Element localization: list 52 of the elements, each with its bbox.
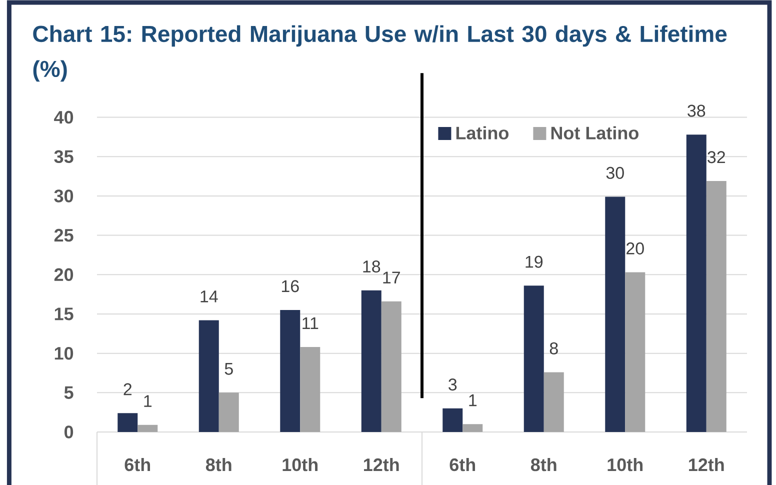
y-tick-label: 10 bbox=[54, 346, 74, 360]
bar bbox=[524, 286, 544, 432]
legend-label: Not Latino bbox=[551, 126, 638, 140]
y-tick-label: 25 bbox=[54, 228, 74, 242]
y-tick-label: 40 bbox=[54, 110, 74, 124]
bar bbox=[605, 196, 626, 432]
y-tick-label: 15 bbox=[54, 308, 74, 320]
data-label: 8 bbox=[550, 342, 558, 354]
bar bbox=[300, 347, 320, 432]
bar bbox=[218, 392, 239, 432]
bar bbox=[442, 408, 463, 432]
data-label: 1 bbox=[469, 394, 477, 406]
bar bbox=[686, 134, 706, 432]
x-tick-label: 6th bbox=[450, 458, 476, 472]
chart-title: Chart 15: Reported Marijuana Use w/in Last 30 days & Lifetime (%) bbox=[33, 25, 727, 82]
data-label: 20 bbox=[626, 242, 644, 254]
x-tick-label: 10th bbox=[608, 458, 643, 472]
y-tick-label: 35 bbox=[54, 150, 74, 164]
y-tick-label: 5 bbox=[64, 386, 74, 399]
x-tick-label: 10th bbox=[282, 458, 318, 472]
data-label: 5 bbox=[224, 362, 233, 375]
y-tick-label: 30 bbox=[54, 190, 74, 202]
bar bbox=[706, 181, 726, 432]
data-label: 19 bbox=[526, 256, 543, 268]
x-tick-label: 12th bbox=[364, 458, 399, 472]
y-tick-label: 20 bbox=[54, 268, 74, 282]
data-label: 11 bbox=[302, 317, 318, 330]
bar bbox=[118, 413, 138, 432]
data-label: 3 bbox=[448, 378, 457, 391]
data-label: 17 bbox=[383, 272, 400, 284]
data-label: 16 bbox=[282, 280, 299, 292]
data-label: 38 bbox=[688, 104, 706, 117]
bar bbox=[462, 424, 483, 432]
data-label: 1 bbox=[144, 395, 152, 407]
x-tick-label: 12th bbox=[689, 458, 724, 472]
data-label: 14 bbox=[200, 290, 218, 302]
bar bbox=[280, 310, 300, 432]
bar bbox=[361, 290, 382, 432]
data-label: 30 bbox=[606, 166, 624, 179]
x-tick-label: 8th bbox=[530, 458, 556, 472]
bar bbox=[625, 272, 646, 432]
bar bbox=[198, 320, 219, 432]
data-label: 32 bbox=[708, 151, 725, 164]
data-label: 2 bbox=[124, 383, 132, 396]
data-label: 18 bbox=[363, 260, 380, 273]
legend-label: Latino bbox=[456, 126, 508, 140]
bar bbox=[138, 424, 158, 432]
bar bbox=[381, 301, 402, 432]
bar bbox=[544, 372, 564, 432]
x-tick-label: 8th bbox=[206, 458, 232, 472]
x-tick-label: 6th bbox=[124, 458, 150, 472]
y-tick-label: 0 bbox=[64, 426, 74, 438]
